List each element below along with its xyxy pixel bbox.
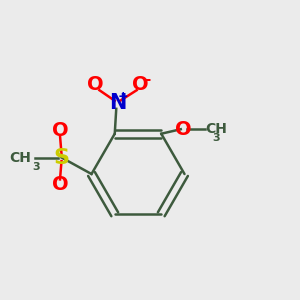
- Text: O: O: [52, 175, 68, 194]
- Text: O: O: [176, 120, 192, 139]
- Text: O: O: [87, 75, 103, 94]
- Text: +: +: [118, 90, 128, 103]
- Text: 3: 3: [212, 133, 220, 143]
- Text: CH: CH: [10, 151, 32, 164]
- Text: O: O: [52, 121, 68, 140]
- Text: S: S: [53, 148, 70, 167]
- Text: CH: CH: [206, 122, 227, 136]
- Text: N: N: [109, 93, 126, 113]
- Text: O: O: [132, 75, 148, 94]
- Text: 3: 3: [32, 162, 40, 172]
- Text: -: -: [145, 72, 151, 87]
